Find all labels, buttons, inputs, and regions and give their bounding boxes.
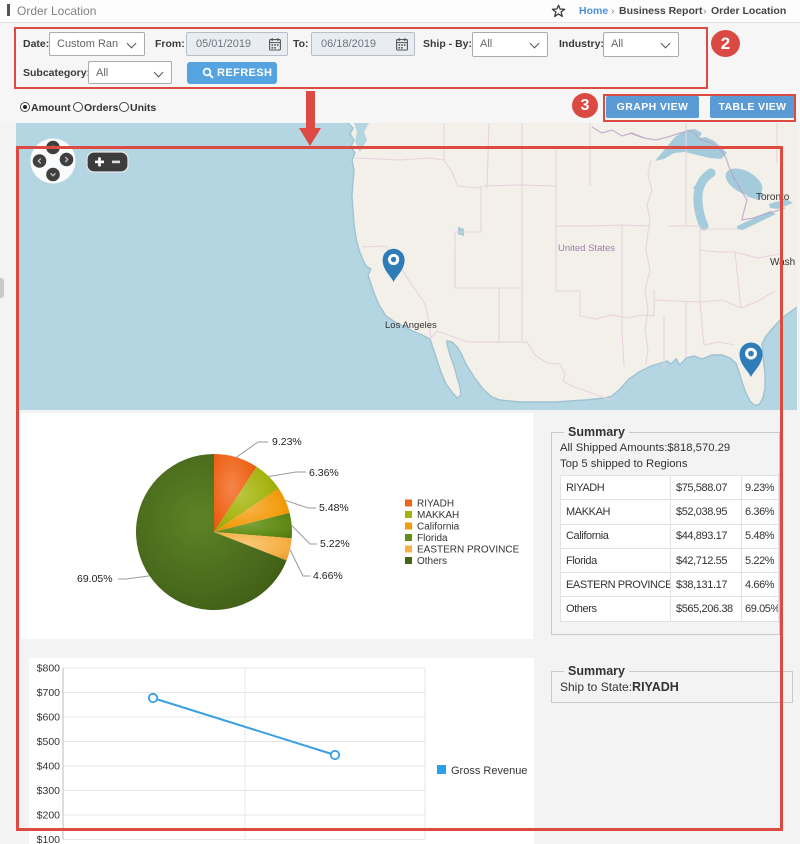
svg-text:9.23%: 9.23% [272, 436, 302, 448]
svg-text:Gross Revenue: Gross Revenue [451, 765, 527, 777]
svg-text:69.05%: 69.05% [77, 573, 113, 585]
svg-text:$600: $600 [37, 712, 61, 724]
svg-text:California: California [417, 522, 460, 533]
svg-text:MAKKAH: MAKKAH [417, 510, 459, 521]
svg-text:$100: $100 [37, 834, 61, 844]
svg-text:United States: United States [558, 243, 615, 254]
svg-text:$700: $700 [37, 687, 61, 699]
svg-text:$500: $500 [37, 736, 61, 748]
svg-text:EASTERN PROVINCE: EASTERN PROVINCE [417, 545, 520, 556]
svg-text:Los Angeles: Los Angeles [385, 320, 437, 331]
svg-text:6.36%: 6.36% [309, 467, 339, 479]
svg-text:Toronto: Toronto [756, 192, 790, 203]
svg-text:$800: $800 [37, 663, 61, 675]
svg-text:$300: $300 [37, 785, 61, 797]
svg-text:RIYADH: RIYADH [417, 499, 454, 510]
svg-text:5.48%: 5.48% [319, 502, 349, 514]
svg-text:Florida: Florida [417, 533, 448, 544]
svg-text:5.22%: 5.22% [320, 538, 350, 550]
svg-text:Others: Others [417, 556, 447, 567]
svg-text:$200: $200 [37, 810, 61, 822]
svg-text:4.66%: 4.66% [313, 570, 343, 582]
svg-text:$400: $400 [37, 761, 61, 773]
